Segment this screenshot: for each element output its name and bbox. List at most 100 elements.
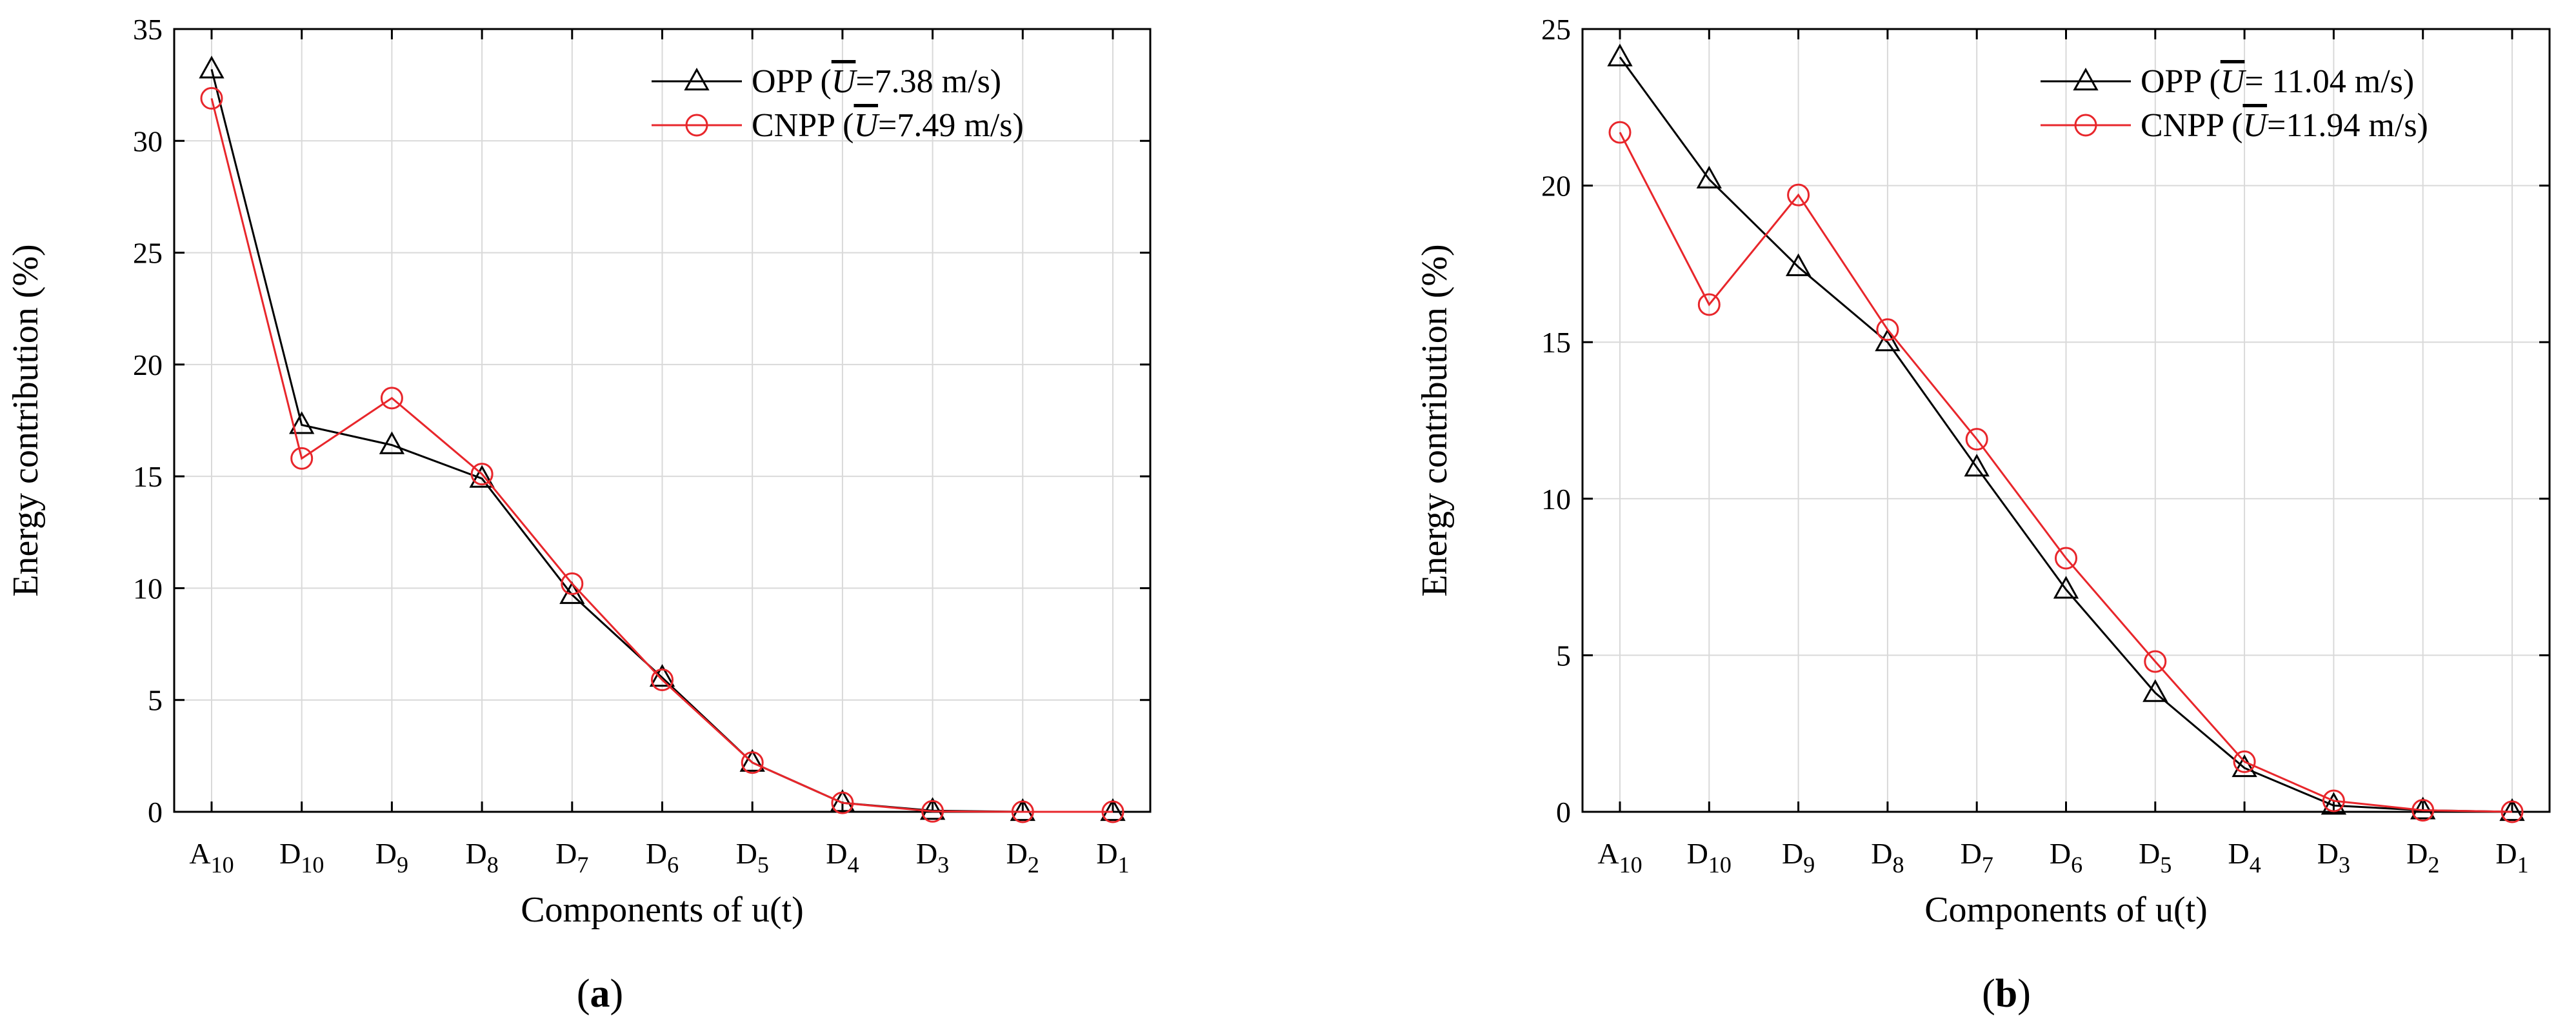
data-point-cnpp [200, 86, 223, 110]
data-point-cnpp [2411, 799, 2435, 822]
data-point-cnpp [1697, 293, 1721, 316]
legend-marker [684, 67, 710, 91]
x-tick-label: D4 [2228, 837, 2261, 878]
legend-entry-opp: OPP (U=7.38 m/s) [752, 63, 1001, 100]
legend-entry-cnpp: CNPP (U=7.49 m/s) [752, 107, 1024, 144]
data-point-cnpp [2501, 800, 2524, 823]
data-point-cnpp [741, 751, 764, 774]
y-tick-label: 0 [148, 796, 163, 829]
x-tick-label: D3 [2317, 837, 2350, 878]
x-tick-label: D8 [465, 837, 498, 878]
data-point-opp [2232, 754, 2257, 778]
data-point-opp [2142, 679, 2168, 702]
data-point-cnpp [1101, 800, 1124, 823]
data-point-opp [649, 663, 675, 687]
legend-entry-cnpp: CNPP (U=11.94 m/s) [2141, 107, 2428, 144]
x-axis-label: Components of u(t) [521, 890, 804, 930]
data-point-cnpp [1787, 183, 1810, 207]
x-tick-label: D6 [646, 837, 679, 878]
data-point-opp [2410, 796, 2436, 820]
data-point-cnpp [831, 791, 854, 814]
data-point-opp [1785, 253, 1812, 276]
panel-label: (a) [577, 972, 623, 1016]
data-point-cnpp [651, 669, 674, 692]
x-tick-label: D9 [1782, 837, 1815, 878]
chart-panel-b: 0 5 10 15 20 25 A10 D10 D9 D8 D7 D6 D5 D4 D3 D2 D1 Compon… [1415, 13, 2551, 1016]
grid [174, 28, 1150, 812]
x-tick-label: D1 [1096, 837, 1129, 878]
data-point-opp [1875, 328, 1901, 352]
data-point-opp [2053, 576, 2079, 599]
data-point-opp [1100, 798, 1126, 821]
panel-label: (b) [1982, 972, 2031, 1016]
series-line-cnpp [210, 98, 1113, 813]
y-tick-label: 15 [133, 460, 163, 493]
legend-marker [2074, 114, 2097, 137]
data-point-opp [289, 411, 315, 434]
data-point-opp [199, 55, 225, 79]
data-point-opp [1964, 454, 1990, 477]
data-point-opp [1696, 165, 1722, 188]
x-tick-label: A10 [1597, 837, 1642, 878]
x-tick-label: D8 [1871, 837, 1904, 878]
data-point-cnpp [290, 447, 314, 470]
y-tick-label: 20 [1541, 170, 1571, 203]
chart-panel-a: 0 5 10 15 20 25 30 35 A10 D10 D9 D8 D7 D6 D5 D4 D3 D2 D1 Co… [6, 13, 1152, 1016]
x-tick-label: D2 [2406, 837, 2439, 878]
data-point-opp [919, 797, 946, 820]
x-tick-label: D7 [1961, 837, 1993, 878]
data-point-cnpp [1965, 428, 1988, 451]
y-tick-label: 25 [1541, 13, 1571, 46]
y-tick-label: 20 [133, 348, 163, 381]
series-line-opp [1619, 56, 2513, 813]
data-point-cnpp [1876, 318, 1899, 341]
y-tick-label: 5 [1556, 639, 1571, 672]
data-point-cnpp [380, 387, 403, 410]
y-tick-label: 0 [1556, 796, 1571, 829]
data-point-cnpp [1608, 121, 1632, 144]
y-axis-label: Energy contribution (%) [6, 244, 46, 596]
data-point-cnpp [561, 572, 584, 595]
data-point-cnpp [2055, 547, 2077, 570]
data-point-cnpp [2144, 650, 2167, 673]
y-tick-label: 10 [1541, 483, 1571, 516]
x-tick-label: D7 [555, 837, 588, 878]
x-tick-label: D1 [2495, 837, 2528, 878]
data-point-cnpp [2322, 789, 2345, 812]
x-tick-label: D4 [826, 837, 859, 878]
x-tick-label: D10 [1687, 837, 1732, 878]
data-point-cnpp [1011, 800, 1034, 823]
y-tick-label: 15 [1541, 326, 1571, 359]
x-tick-label: D6 [2050, 837, 2082, 878]
grid [1583, 28, 2550, 812]
legend-entry-opp: OPP (U= 11.04 m/s) [2141, 63, 2414, 100]
data-point-opp [2499, 798, 2525, 821]
x-tick-label: D10 [279, 837, 324, 878]
data-point-opp [2321, 792, 2347, 815]
legend: OPP (U= 11.04 m/s) CNPP (U=11.94 m/s) [2041, 63, 2428, 144]
legend: OPP (U=7.38 m/s) CNPP (U=7.49 m/s) [652, 63, 1024, 144]
series-cnpp [200, 86, 1124, 823]
y-tick-label: 10 [133, 572, 163, 605]
series-cnpp [1608, 121, 2524, 823]
data-point-opp [1607, 43, 1633, 66]
x-tick-label: D2 [1006, 837, 1039, 878]
x-axis-label: Components of u(t) [1924, 890, 2208, 930]
data-point-opp [469, 465, 495, 488]
data-point-opp [739, 749, 765, 772]
y-tick-label: 30 [133, 125, 163, 157]
x-tick-label: D5 [2139, 837, 2172, 878]
data-point-cnpp [470, 463, 494, 486]
legend-marker [2073, 67, 2099, 91]
data-point-cnpp [2233, 750, 2256, 773]
x-tick-label: A10 [189, 837, 234, 878]
x-tick-label: D3 [916, 837, 949, 878]
data-point-opp [1010, 798, 1035, 821]
y-tick-label: 25 [133, 237, 163, 270]
y-tick-label: 5 [148, 684, 163, 717]
data-point-cnpp [921, 800, 944, 823]
x-tick-label: D9 [375, 837, 408, 878]
legend-marker [685, 114, 708, 137]
y-axis-label: Energy contribution (%) [1415, 244, 1455, 596]
